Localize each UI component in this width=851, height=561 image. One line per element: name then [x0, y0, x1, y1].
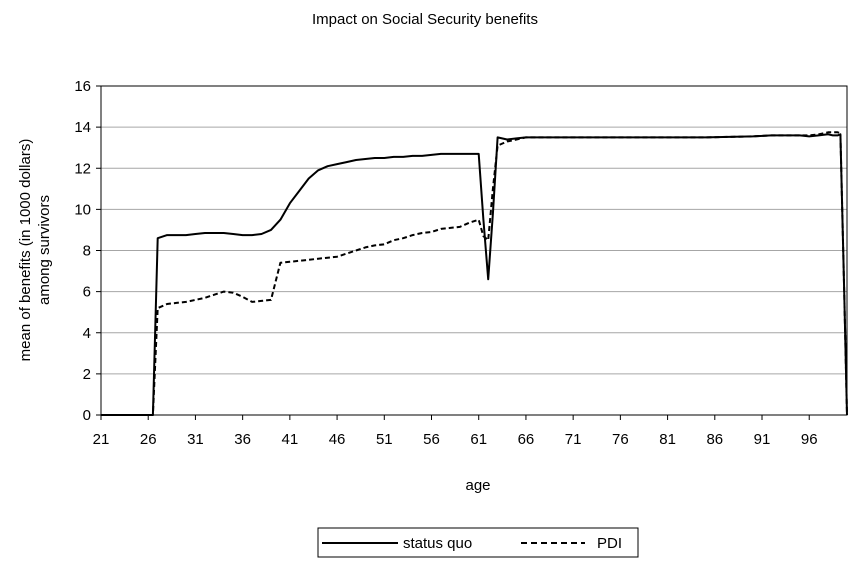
x-tick-label: 96 — [801, 431, 818, 448]
x-tick-label: 91 — [754, 431, 771, 448]
x-axis-label: age — [465, 477, 490, 494]
y-tick-label: 0 — [83, 407, 91, 424]
x-tick-label: 46 — [329, 431, 346, 448]
y-tick-label: 8 — [83, 243, 91, 260]
y-tick-label: 6 — [83, 284, 91, 301]
y-axis-ticks: 0 2 4 6 8 10 12 14 16 — [74, 78, 101, 424]
legend-label-pdi: PDI — [597, 535, 622, 552]
y-tick-label: 10 — [74, 201, 91, 218]
x-tick-label: 56 — [423, 431, 440, 448]
y-tick-label: 16 — [74, 78, 91, 95]
x-tick-label: 61 — [470, 431, 487, 448]
x-tick-label: 21 — [93, 431, 110, 448]
legend-label-status-quo: status quo — [403, 535, 472, 552]
series-line-pdi — [101, 131, 848, 416]
x-tick-label: 81 — [659, 431, 676, 448]
x-tick-label: 41 — [282, 431, 299, 448]
gridlines — [101, 85, 847, 375]
x-tick-label: 71 — [565, 431, 582, 448]
x-tick-label: 36 — [234, 431, 251, 448]
x-axis-ticks: 21 26 31 36 41 46 51 56 61 66 71 76 81 86 91 96 — [93, 415, 818, 448]
y-axis-label: mean of benefits (in 1000 dollars) among… — [17, 139, 53, 362]
x-tick-label: 66 — [518, 431, 535, 448]
x-tick-label: 76 — [612, 431, 629, 448]
y-axis-label-line-2: among survivors — [36, 195, 53, 305]
x-tick-label: 51 — [376, 431, 393, 448]
x-tick-label: 86 — [706, 431, 723, 448]
chart-title: Impact on Social Security benefits — [312, 11, 538, 28]
y-tick-label: 14 — [74, 119, 91, 136]
x-tick-label: 31 — [187, 431, 204, 448]
x-tick-label: 26 — [140, 431, 157, 448]
y-axis-label-line-1: mean of benefits (in 1000 dollars) — [17, 139, 34, 362]
y-tick-label: 4 — [83, 325, 91, 342]
series-lines — [101, 131, 848, 416]
legend: status quo PDI — [317, 527, 639, 558]
series-line-status-quo — [101, 133, 848, 416]
y-tick-label: 12 — [74, 160, 91, 177]
y-tick-label: 2 — [83, 366, 91, 383]
